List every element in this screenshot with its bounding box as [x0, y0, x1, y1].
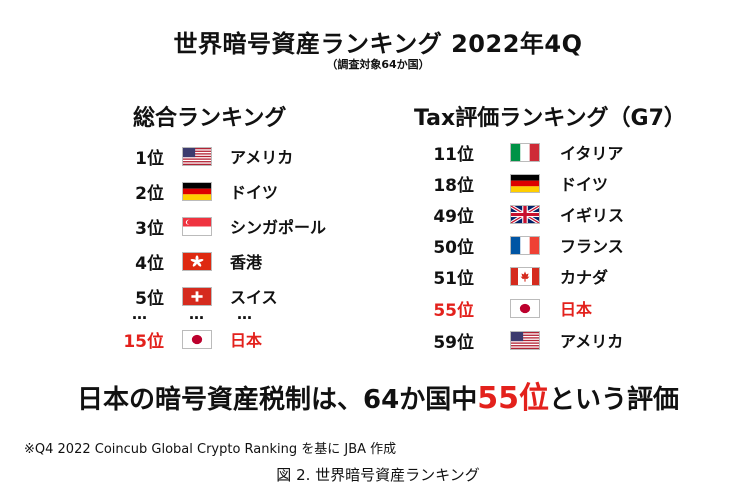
overall-row: 5位 スイス [110, 282, 278, 310]
country-label: イギリス [560, 206, 625, 225]
ellipsis: … [237, 305, 254, 323]
ellipsis: … [132, 305, 149, 323]
country-label: 日本 [560, 300, 593, 319]
overall-row: 2位 ドイツ [110, 177, 278, 205]
uk-flag-icon [510, 204, 540, 224]
tax-row: 50位 フランス [430, 231, 624, 259]
rank-label: 50位 [433, 237, 474, 258]
summary-highlight: 55位 [477, 381, 549, 416]
sg-flag-icon [182, 216, 212, 236]
tax-ranking-heading: Tax評価ランキング（G7） [414, 106, 686, 131]
ch-flag-icon [182, 286, 212, 306]
overall-row-japan: 15位 日本 [110, 325, 262, 353]
tax-row-japan: 55位 日本 [430, 294, 592, 322]
rank-label: 15位 [123, 331, 164, 352]
summary-text: 日本の暗号資産税制は、64か国中 [77, 385, 478, 415]
rank-label: 18位 [433, 175, 474, 196]
rank-label: 59位 [433, 332, 474, 353]
tax-row: 18位 ドイツ [430, 169, 608, 197]
rank-label: 11位 [433, 144, 474, 165]
ellipsis: … [189, 305, 206, 323]
source-note: ※Q4 2022 Coincub Global Crypto Ranking を… [24, 442, 397, 457]
overall-row: 4位 香港 [110, 247, 262, 275]
country-label: アメリカ [560, 332, 624, 351]
overall-ranking-heading: 総合ランキング [133, 106, 287, 131]
it-flag-icon [510, 142, 540, 162]
summary-statement: 日本の暗号資産税制は、64か国中55位という評価 [0, 373, 756, 417]
summary-text: という評価 [548, 385, 679, 415]
rank-label: 55位 [433, 300, 474, 321]
overall-row: 1位 アメリカ [110, 142, 293, 170]
country-label: イタリア [560, 144, 624, 163]
country-label: シンガポール [230, 218, 327, 237]
rank-label: 49位 [433, 206, 474, 227]
page-title: 世界暗号資産ランキング 2022年4Q [173, 30, 583, 58]
rank-label: 1位 [135, 148, 164, 169]
rank-label: 3位 [135, 218, 164, 239]
de-flag-icon [182, 181, 212, 201]
jp-flag-icon [182, 329, 212, 349]
rank-label: 4位 [135, 253, 164, 274]
page-subtitle: （調査対象64か国） [326, 58, 430, 71]
tax-row: 59位 アメリカ [430, 326, 623, 354]
jp-flag-icon [510, 298, 540, 318]
tax-row: 49位 イギリス [430, 200, 624, 228]
country-label: アメリカ [230, 148, 294, 167]
tax-row: 11位 イタリア [430, 138, 623, 166]
fr-flag-icon [510, 235, 540, 255]
figure-caption: 図 2. 世界暗号資産ランキング [276, 466, 480, 484]
country-label: カナダ [560, 268, 609, 287]
us-flag-icon [510, 330, 540, 350]
rank-label: 5位 [135, 288, 164, 309]
rank-label: 51位 [433, 268, 474, 289]
tax-row: 51位 カナダ [430, 262, 608, 290]
country-label: 日本 [230, 331, 263, 350]
hk-flag-icon [182, 251, 212, 271]
us-flag-icon [182, 146, 212, 166]
country-label: ドイツ [560, 175, 609, 194]
de-flag-icon [510, 173, 540, 193]
country-label: ドイツ [230, 183, 279, 202]
country-label: スイス [230, 288, 278, 307]
ca-flag-icon [510, 266, 540, 286]
country-label: 香港 [230, 253, 263, 272]
country-label: フランス [560, 237, 624, 256]
overall-row: 3位 シンガポール [110, 212, 326, 240]
rank-label: 2位 [135, 183, 164, 204]
